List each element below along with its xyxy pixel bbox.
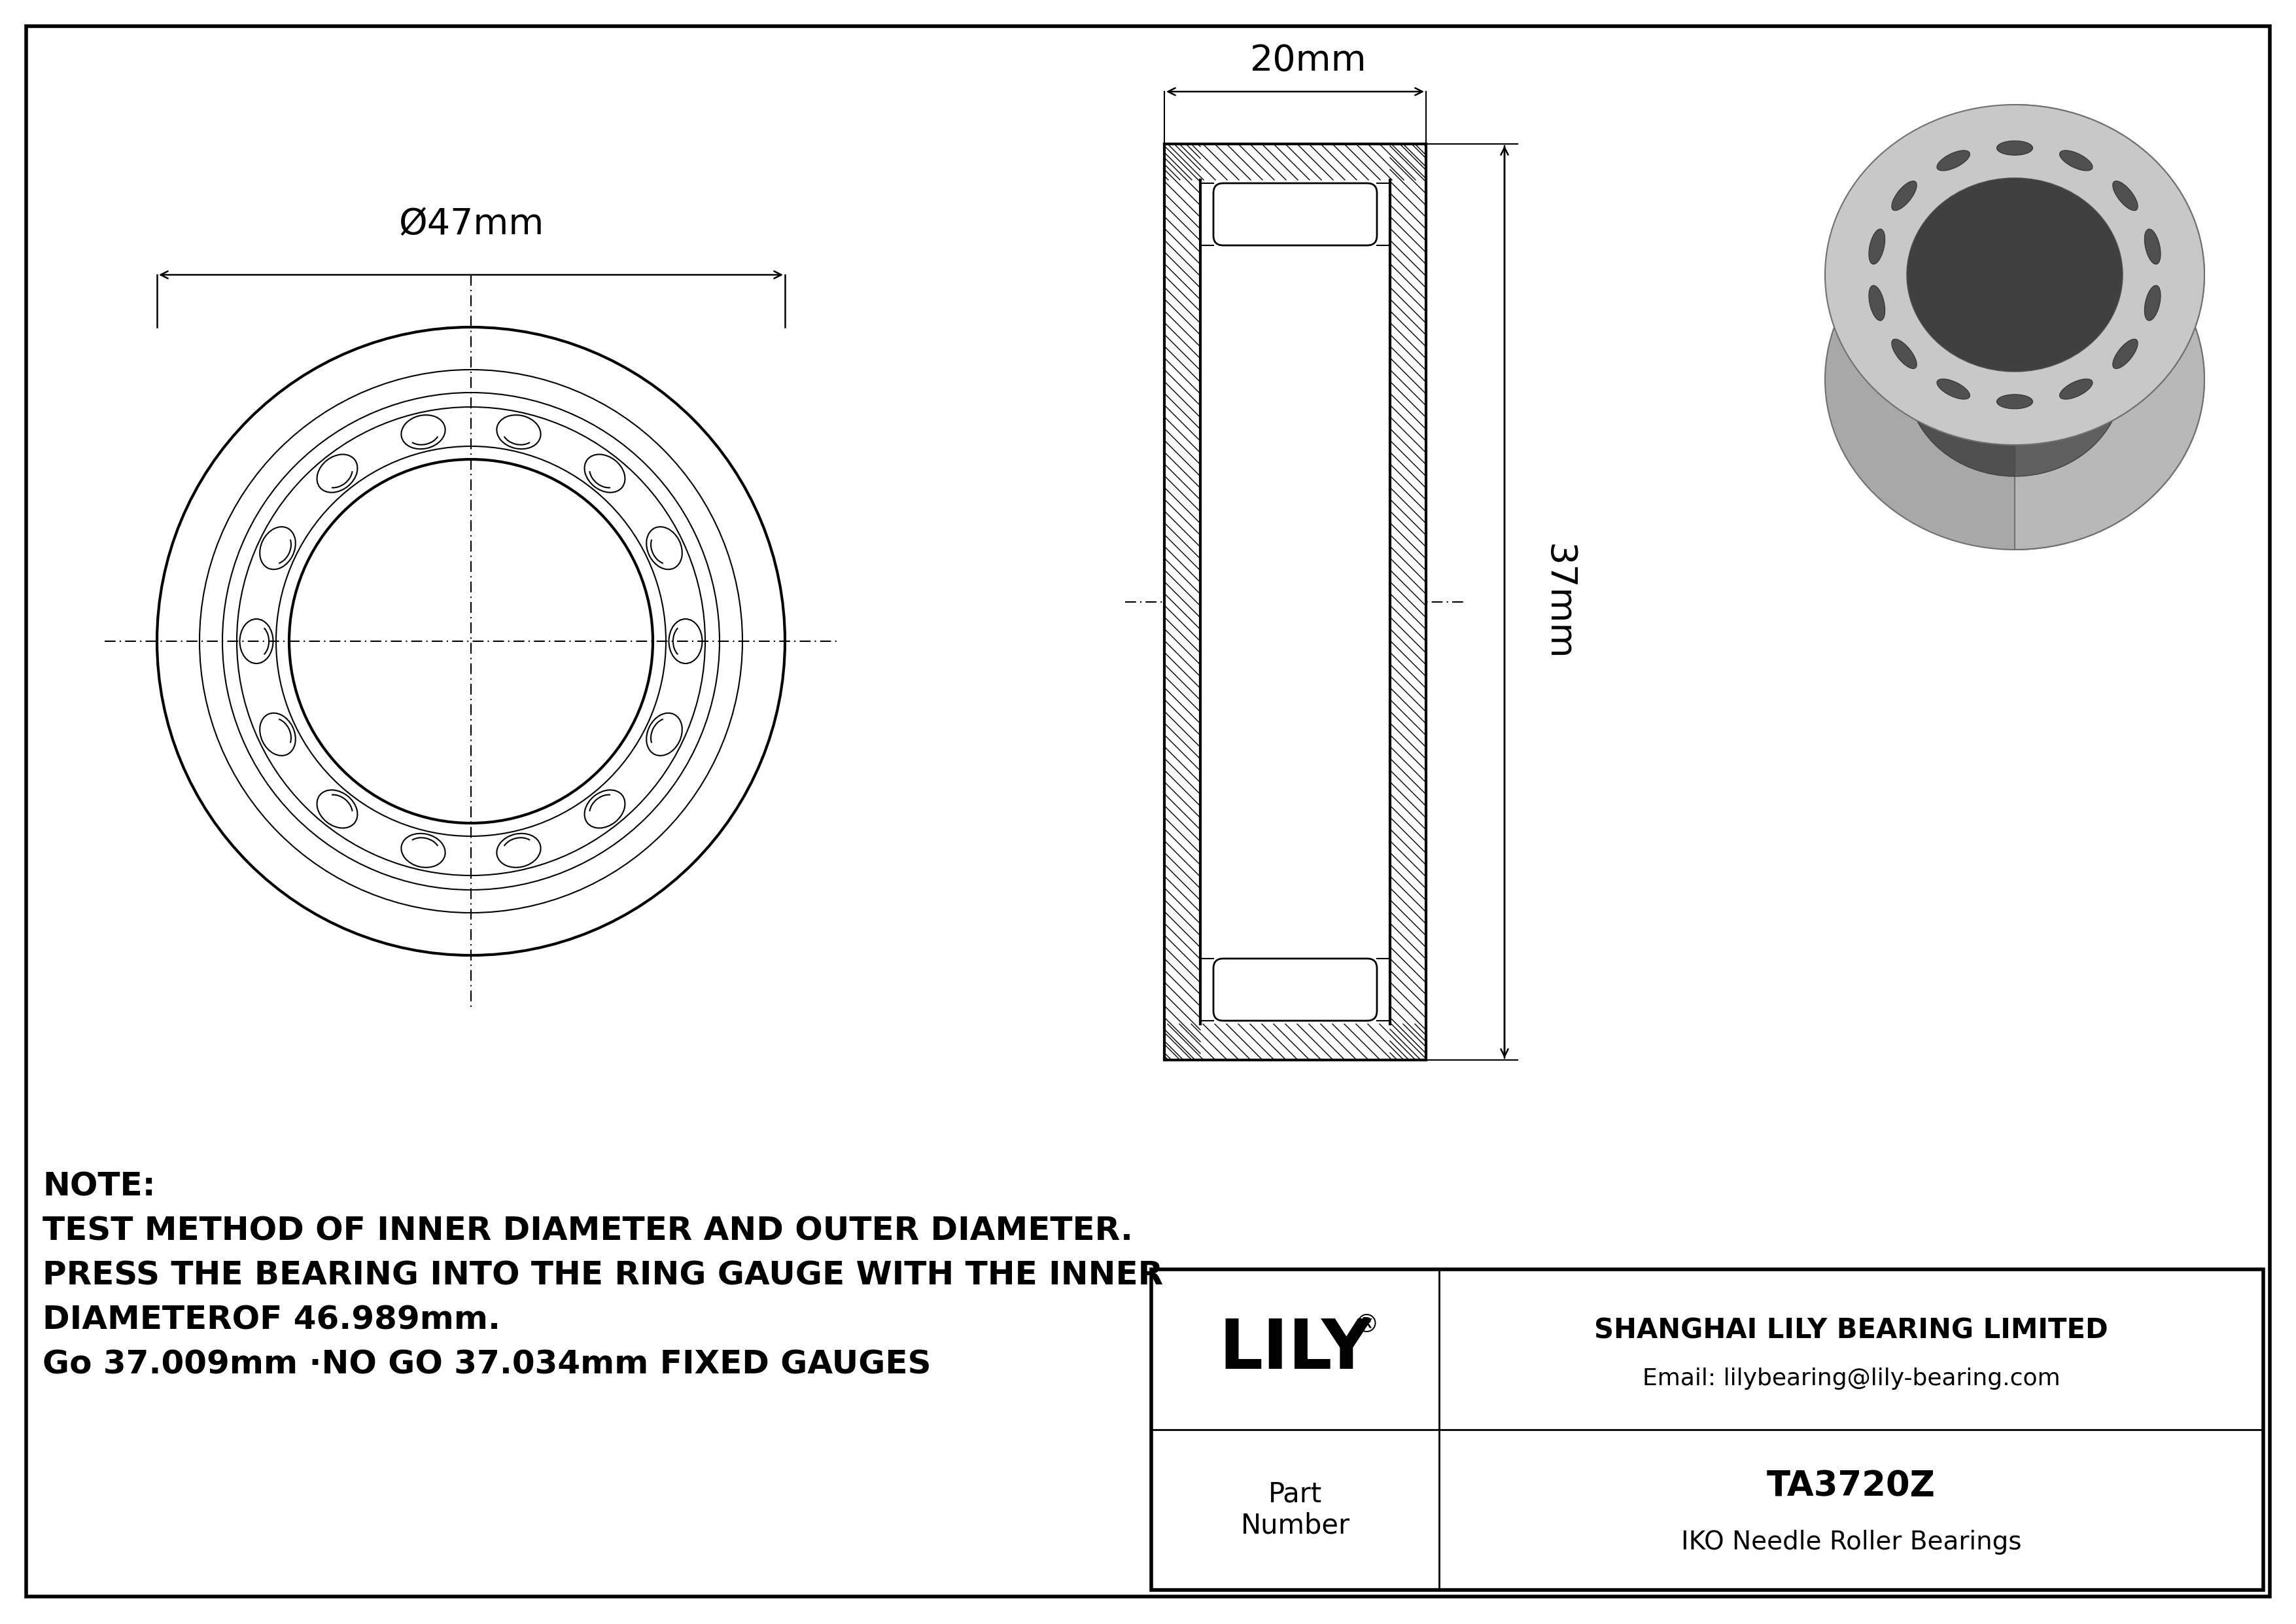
Ellipse shape xyxy=(1892,180,1917,211)
Ellipse shape xyxy=(2112,180,2138,211)
Text: ®: ® xyxy=(1355,1312,1380,1337)
Text: LILY: LILY xyxy=(1219,1315,1371,1384)
Text: TEST METHOD OF INNER DIAMETER AND OUTER DIAMETER.: TEST METHOD OF INNER DIAMETER AND OUTER … xyxy=(44,1216,1132,1247)
Ellipse shape xyxy=(1938,151,1970,171)
Ellipse shape xyxy=(2144,286,2161,320)
Ellipse shape xyxy=(2060,151,2092,171)
Ellipse shape xyxy=(2112,339,2138,369)
Text: PRESS THE BEARING INTO THE RING GAUGE WITH THE INNER: PRESS THE BEARING INTO THE RING GAUGE WI… xyxy=(44,1260,1164,1291)
FancyBboxPatch shape xyxy=(1212,184,1378,245)
Text: Part
Number: Part Number xyxy=(1240,1479,1350,1540)
FancyBboxPatch shape xyxy=(1212,958,1378,1021)
Text: Go 37.009mm ·NO GO 37.034mm FIXED GAUGES: Go 37.009mm ·NO GO 37.034mm FIXED GAUGES xyxy=(44,1350,932,1380)
Ellipse shape xyxy=(1825,209,2204,549)
Text: Email: lilybearing@lily-bearing.com: Email: lilybearing@lily-bearing.com xyxy=(1642,1367,2060,1390)
Polygon shape xyxy=(2014,104,2204,549)
Ellipse shape xyxy=(1892,339,1917,369)
Ellipse shape xyxy=(1938,378,1970,400)
Bar xyxy=(1150,1270,2264,1590)
Ellipse shape xyxy=(2060,378,2092,400)
Ellipse shape xyxy=(1906,179,2124,372)
Text: 37mm: 37mm xyxy=(1541,544,1575,661)
Text: IKO Needle Roller Bearings: IKO Needle Roller Bearings xyxy=(1681,1530,2020,1554)
Text: SHANGHAI LILY BEARING LIMITED: SHANGHAI LILY BEARING LIMITED xyxy=(1593,1317,2108,1345)
Ellipse shape xyxy=(1869,286,1885,320)
Text: TA3720Z: TA3720Z xyxy=(1768,1468,1936,1502)
Ellipse shape xyxy=(1998,141,2032,156)
Bar xyxy=(1164,145,1426,1060)
Text: NOTE:: NOTE: xyxy=(44,1171,156,1203)
Ellipse shape xyxy=(2144,229,2161,265)
Polygon shape xyxy=(2014,179,2122,476)
Text: Ø47mm: Ø47mm xyxy=(397,206,544,242)
Text: DIAMETEROF 46.989mm.: DIAMETEROF 46.989mm. xyxy=(44,1304,501,1337)
Ellipse shape xyxy=(1869,229,1885,265)
Ellipse shape xyxy=(1998,395,2032,409)
Text: 20mm: 20mm xyxy=(1249,44,1366,78)
Ellipse shape xyxy=(1825,104,2204,445)
Ellipse shape xyxy=(1906,283,2124,476)
